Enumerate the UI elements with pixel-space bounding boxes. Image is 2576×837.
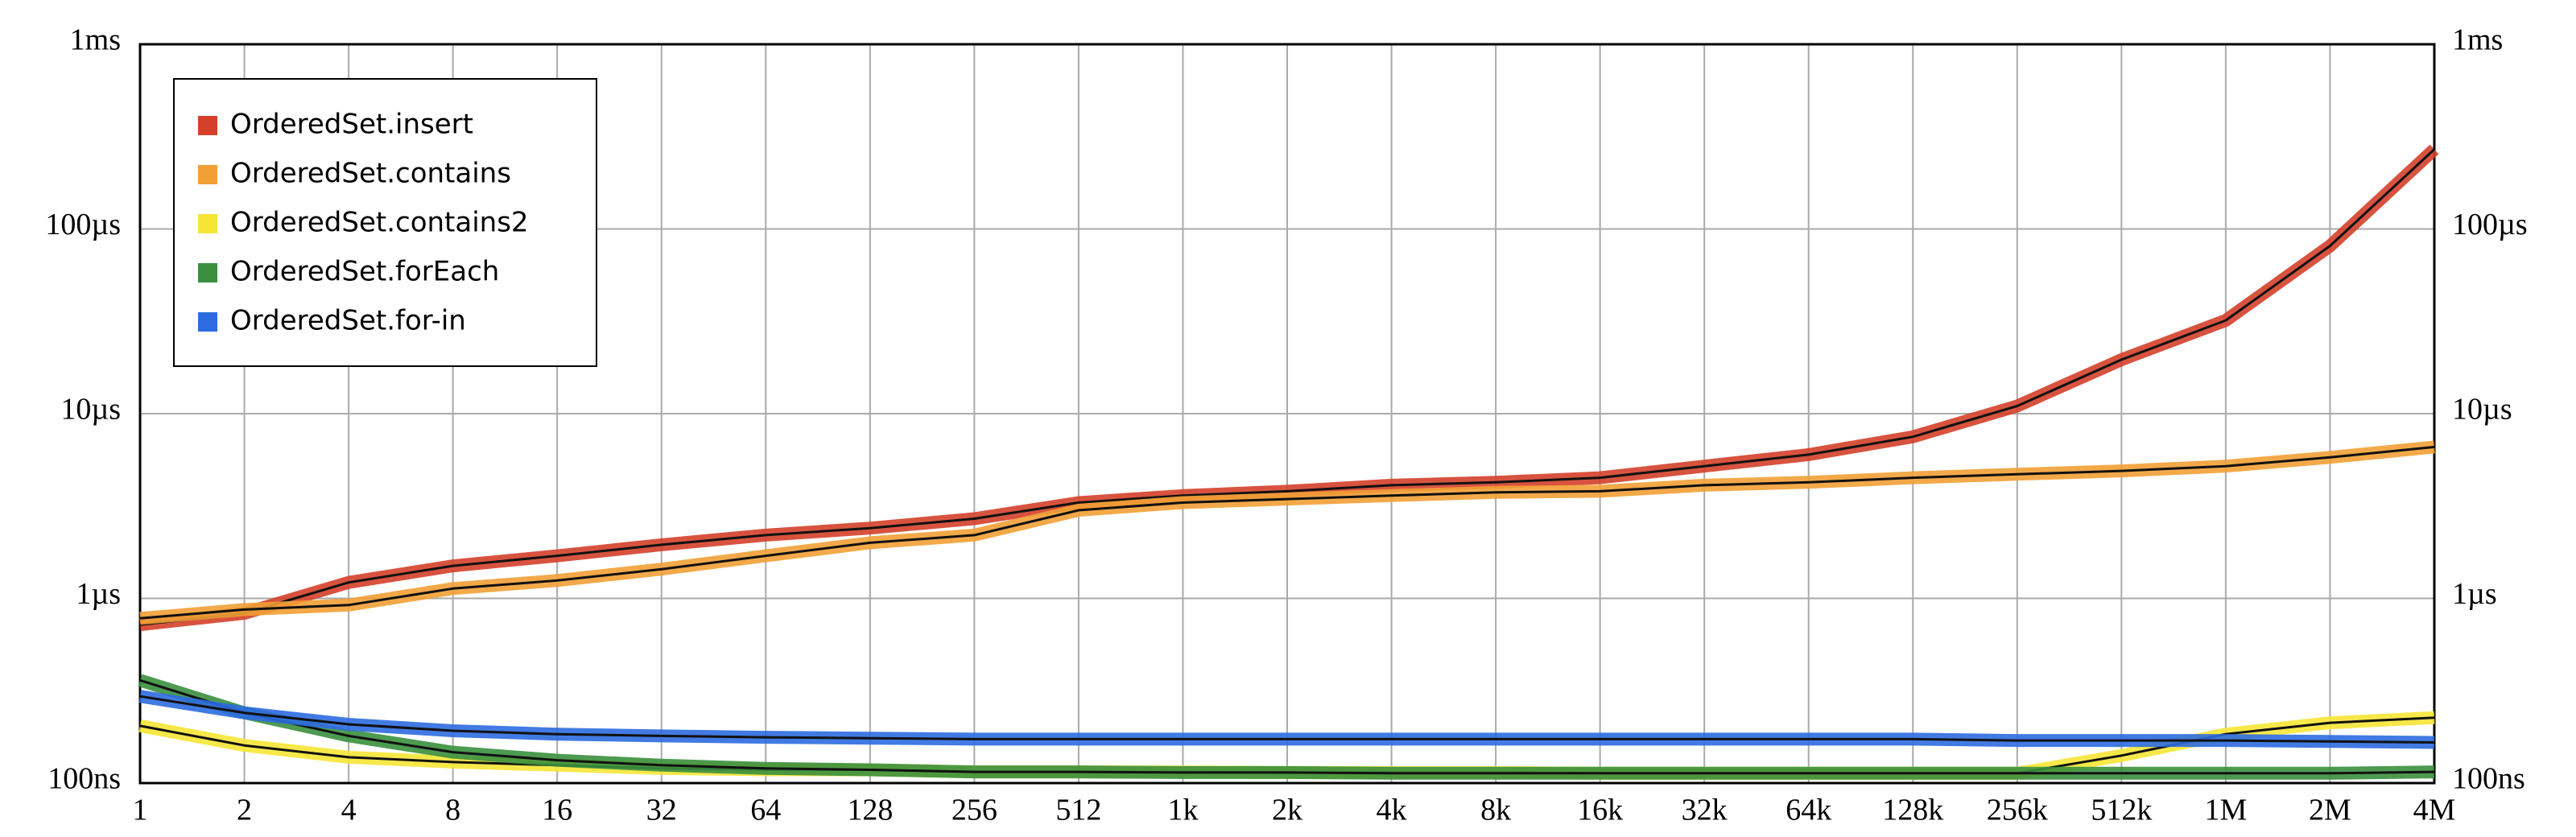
x-tick-label: 32 — [646, 794, 677, 827]
x-tick-label: 256k — [1987, 794, 2048, 827]
legend-label: OrderedSet.contains2 — [230, 207, 529, 239]
legend-swatch — [198, 312, 217, 332]
x-tick-label: 64 — [750, 794, 781, 827]
x-tick-label: 512 — [1055, 794, 1101, 827]
series-line-core — [139, 678, 2435, 775]
x-tick-label: 32k — [1682, 794, 1728, 827]
x-tick-label: 64k — [1785, 794, 1831, 827]
x-tick-label: 16 — [542, 794, 572, 827]
legend-swatch — [198, 165, 217, 184]
x-tick-label: 1 — [133, 794, 148, 827]
legend-box — [173, 78, 597, 367]
y-tick-label-right: 1ms — [2452, 23, 2503, 57]
x-tick-label: 4k — [1377, 794, 1407, 827]
x-tick-label: 256 — [952, 794, 997, 827]
x-tick-label: 4M — [2413, 794, 2456, 827]
x-tick-label: 1M — [2205, 794, 2248, 827]
legend-swatch — [198, 116, 217, 135]
y-tick-label: 100ns — [47, 762, 121, 796]
y-tick-label-right: 1µs — [2452, 577, 2497, 611]
x-tick-label: 1k — [1167, 794, 1198, 827]
x-tick-label: 2M — [2309, 794, 2351, 827]
x-tick-label: 128 — [847, 794, 893, 827]
x-tick-label: 16k — [1577, 794, 1623, 827]
series-line-core — [139, 445, 2435, 620]
x-tick-label: 4 — [341, 794, 357, 827]
x-tick-label: 2k — [1272, 794, 1302, 827]
x-tick-label: 512k — [2091, 794, 2152, 827]
y-tick-label-right: 10µs — [2452, 393, 2512, 427]
legend-swatch — [198, 214, 217, 233]
legend-label: OrderedSet.insert — [230, 109, 473, 141]
y-tick-label: 100µs — [45, 208, 121, 241]
plot-frame — [138, 43, 2436, 785]
legend-swatch — [198, 263, 217, 282]
x-tick-label: 2 — [237, 794, 252, 827]
legend-label: OrderedSet.contains — [230, 158, 511, 190]
y-tick-label: 10µs — [60, 393, 121, 427]
x-tick-label: 128k — [1882, 794, 1943, 827]
x-tick-label: 8k — [1480, 794, 1511, 827]
y-tick-label: 1ms — [70, 23, 121, 57]
y-tick-label-right: 100µs — [2452, 208, 2528, 241]
legend-label: OrderedSet.for-in — [230, 305, 466, 337]
series-line-core — [139, 148, 2436, 626]
x-tick-label: 8 — [445, 794, 460, 827]
series-line-core — [139, 695, 2435, 744]
y-tick-label-right: 100ns — [2452, 762, 2525, 796]
legend-label: OrderedSet.forEach — [230, 256, 499, 288]
y-tick-label: 1µs — [76, 577, 121, 611]
